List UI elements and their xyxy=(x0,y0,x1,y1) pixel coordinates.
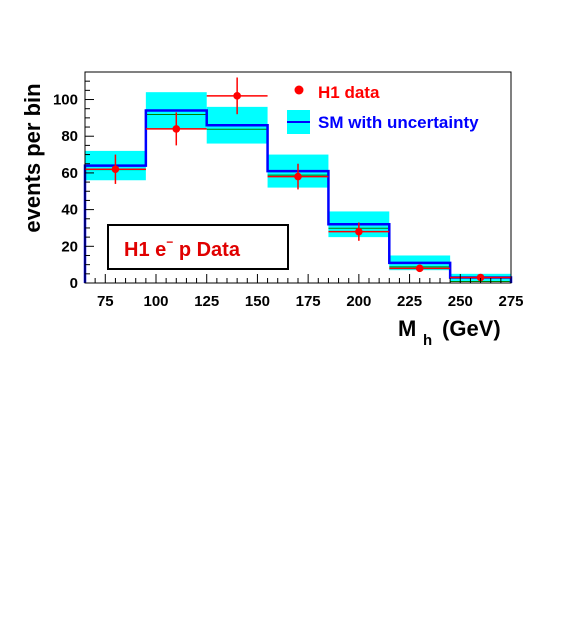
annotation-main: H1 e xyxy=(124,239,166,261)
x-axis-label: M h (GeV) xyxy=(398,316,501,349)
x-axis: 75 100 125 150 175 200 225 250 275 xyxy=(84,274,524,310)
y-tick-label: 20 xyxy=(61,238,78,255)
x-tick-label: 200 xyxy=(346,293,371,310)
legend-sm-label: SM with uncertainty xyxy=(318,113,479,132)
annotation-rest: p Data xyxy=(173,239,241,261)
x-tick-label: 225 xyxy=(397,293,422,310)
legend-data-label: H1 data xyxy=(318,83,380,102)
x-tick-label: 125 xyxy=(194,293,219,310)
annotation-superscript: − xyxy=(166,235,173,249)
data-point xyxy=(172,125,181,133)
x-axis-label-main: M xyxy=(398,316,416,341)
legend: H1 data SM with uncertainty xyxy=(287,83,479,134)
y-tick-label: 60 xyxy=(61,165,78,182)
y-tick-label: 80 xyxy=(61,128,78,145)
annotation-text: H1 e− p Data xyxy=(124,235,241,261)
data-point xyxy=(415,264,424,273)
y-axis-label: events per bin xyxy=(20,83,45,232)
y-tick-label: 100 xyxy=(53,92,78,109)
data-point xyxy=(476,273,485,282)
annotation-box: H1 e− p Data xyxy=(107,224,289,270)
legend-data-marker xyxy=(294,85,304,95)
x-tick-label: 75 xyxy=(97,293,114,310)
y-tick-label: 40 xyxy=(61,202,78,219)
data-point xyxy=(294,172,302,181)
data-point xyxy=(233,92,241,100)
data-points xyxy=(85,77,511,282)
x-tick-label: 250 xyxy=(448,293,473,310)
data-point xyxy=(111,165,120,174)
x-axis-label-unit: (GeV) xyxy=(442,316,501,341)
x-tick-label: 275 xyxy=(498,293,523,310)
data-point xyxy=(355,227,363,236)
x-tick-label: 100 xyxy=(143,293,168,310)
x-tick-label: 150 xyxy=(245,293,270,310)
y-tick-label: 0 xyxy=(70,275,78,292)
annotation-frame xyxy=(107,224,289,270)
x-tick-label: 175 xyxy=(296,293,321,310)
y-axis: 0 20 40 60 80 100 xyxy=(53,71,94,292)
x-axis-label-sub: h xyxy=(423,332,432,349)
